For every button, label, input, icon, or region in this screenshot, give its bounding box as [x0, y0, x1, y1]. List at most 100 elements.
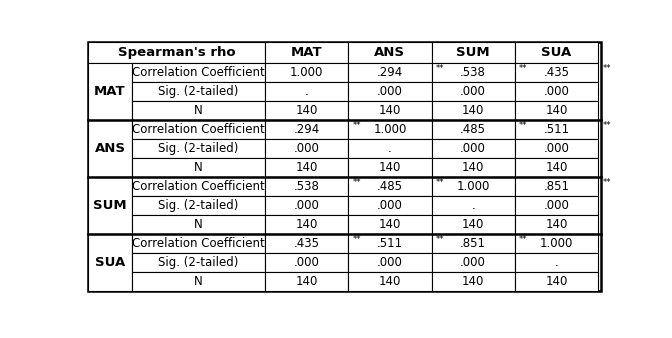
Text: 140: 140 [462, 161, 485, 174]
Text: **: ** [436, 64, 444, 73]
Bar [431, 42, 515, 63]
Text: 1.000: 1.000 [456, 180, 490, 193]
Text: 140: 140 [462, 218, 485, 231]
Bar [515, 82, 598, 101]
Bar [265, 139, 348, 158]
Bar [348, 253, 431, 272]
Bar [515, 253, 598, 272]
Text: MAT: MAT [291, 46, 323, 59]
Text: .538: .538 [460, 66, 486, 79]
Text: **: ** [436, 235, 444, 243]
Text: .294: .294 [377, 66, 403, 79]
Text: Correlation Coefficient: Correlation Coefficient [132, 237, 265, 250]
Text: **: ** [603, 177, 611, 187]
Bar [132, 196, 265, 215]
Bar [132, 272, 265, 291]
Bar [515, 120, 598, 139]
Bar [431, 196, 515, 215]
Bar [348, 215, 431, 234]
Text: SUA: SUA [95, 256, 125, 269]
Bar [348, 158, 431, 177]
Bar [265, 272, 348, 291]
Bar [515, 139, 598, 158]
Text: N: N [194, 161, 203, 174]
Text: Sig. (2-tailed): Sig. (2-tailed) [158, 256, 239, 269]
Text: N: N [194, 275, 203, 288]
Text: .: . [304, 85, 308, 98]
Bar [132, 215, 265, 234]
Bar [431, 177, 515, 196]
Text: .000: .000 [377, 85, 403, 98]
Text: .294: .294 [294, 123, 320, 136]
Bar [265, 234, 348, 253]
Text: .000: .000 [544, 142, 569, 155]
Bar [88, 177, 132, 234]
Text: .435: .435 [294, 237, 320, 250]
Text: 1.000: 1.000 [290, 66, 323, 79]
Text: .435: .435 [544, 66, 569, 79]
Text: **: ** [603, 121, 611, 129]
Bar [132, 177, 265, 196]
Text: Correlation Coefficient: Correlation Coefficient [132, 180, 265, 193]
Bar [515, 101, 598, 120]
Bar [515, 63, 598, 82]
Bar [431, 158, 515, 177]
Bar [132, 63, 265, 82]
Text: **: ** [519, 121, 528, 129]
Text: N: N [194, 218, 203, 231]
Bar [431, 101, 515, 120]
Bar [431, 215, 515, 234]
Text: 140: 140 [545, 161, 568, 174]
Text: 140: 140 [296, 275, 318, 288]
Text: SUM: SUM [456, 46, 490, 59]
Bar [265, 158, 348, 177]
Text: ANS: ANS [95, 142, 126, 155]
Text: 140: 140 [545, 104, 568, 117]
Text: .000: .000 [294, 256, 320, 269]
Bar [265, 63, 348, 82]
Bar [348, 120, 431, 139]
Bar [132, 101, 265, 120]
Text: 140: 140 [545, 275, 568, 288]
Text: 140: 140 [462, 104, 485, 117]
Text: SUA: SUA [542, 46, 572, 59]
Text: 140: 140 [379, 104, 401, 117]
Bar [132, 139, 265, 158]
Bar [348, 272, 431, 291]
Bar [265, 215, 348, 234]
Text: .000: .000 [377, 199, 403, 212]
Bar [431, 120, 515, 139]
Text: .: . [388, 142, 392, 155]
Bar [265, 101, 348, 120]
Text: **: ** [519, 64, 528, 73]
Bar [88, 120, 132, 177]
Bar [132, 253, 265, 272]
Text: .000: .000 [294, 142, 320, 155]
Text: .000: .000 [460, 85, 486, 98]
Bar [515, 272, 598, 291]
Text: Sig. (2-tailed): Sig. (2-tailed) [158, 85, 239, 98]
Text: N: N [194, 104, 203, 117]
Text: ANS: ANS [374, 46, 405, 59]
Text: .538: .538 [294, 180, 320, 193]
Text: .485: .485 [460, 123, 486, 136]
Bar [431, 82, 515, 101]
Bar [515, 177, 598, 196]
Text: 140: 140 [545, 218, 568, 231]
Text: .: . [554, 256, 558, 269]
Text: 140: 140 [379, 161, 401, 174]
Bar [132, 158, 265, 177]
Bar [348, 101, 431, 120]
Text: .000: .000 [294, 199, 320, 212]
Text: .000: .000 [460, 142, 486, 155]
Text: 140: 140 [462, 275, 485, 288]
Bar [265, 253, 348, 272]
Bar [431, 63, 515, 82]
Text: .511: .511 [377, 237, 403, 250]
Text: 140: 140 [296, 104, 318, 117]
Text: .851: .851 [544, 180, 569, 193]
Bar [515, 234, 598, 253]
Text: Sig. (2-tailed): Sig. (2-tailed) [158, 142, 239, 155]
Text: 140: 140 [296, 218, 318, 231]
Text: SUM: SUM [93, 199, 127, 212]
